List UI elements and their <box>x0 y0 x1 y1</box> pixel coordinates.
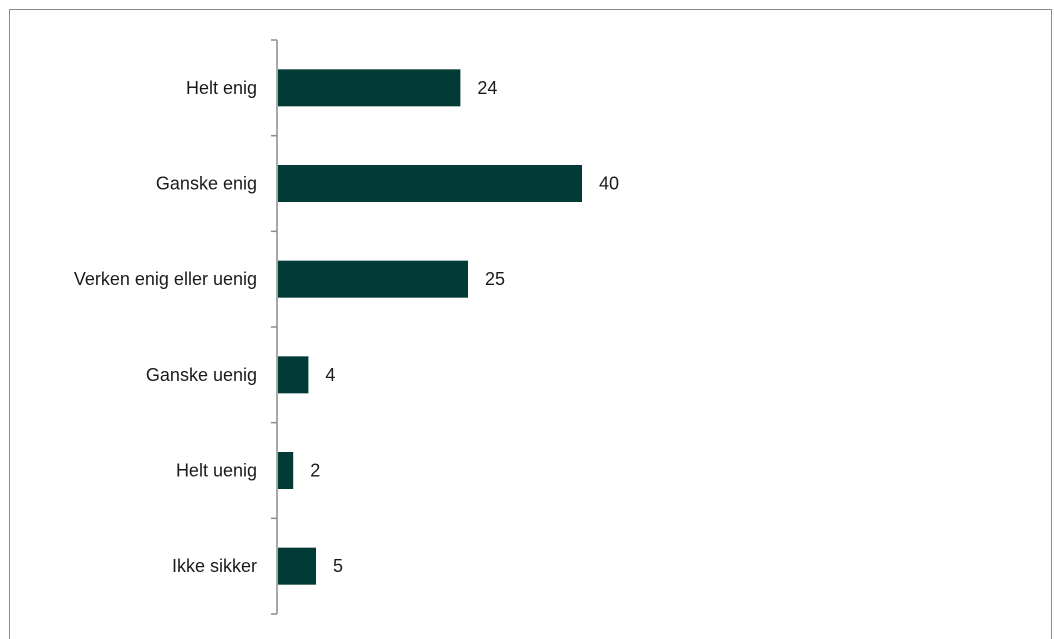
data-label: 4 <box>325 365 335 385</box>
bar <box>278 260 468 298</box>
data-label: 5 <box>333 556 343 576</box>
bar <box>278 547 316 585</box>
data-label: 24 <box>477 78 497 98</box>
bar <box>278 452 294 489</box>
category-label: Ganske uenig <box>146 365 257 385</box>
category-label: Verken enig eller uenig <box>74 269 257 289</box>
chart-frame <box>9 9 1052 639</box>
category-label: Helt enig <box>186 78 257 98</box>
category-label: Helt uenig <box>176 461 257 481</box>
bars <box>278 69 582 585</box>
data-label: 40 <box>599 174 619 194</box>
data-label: 25 <box>485 269 505 289</box>
data-label: 2 <box>310 461 320 481</box>
bar <box>278 165 582 202</box>
category-axis <box>271 39 278 615</box>
category-label: Ganske enig <box>156 174 257 194</box>
bar <box>278 356 309 394</box>
bar <box>278 69 461 107</box>
category-label: Ikke sikker <box>172 556 257 576</box>
